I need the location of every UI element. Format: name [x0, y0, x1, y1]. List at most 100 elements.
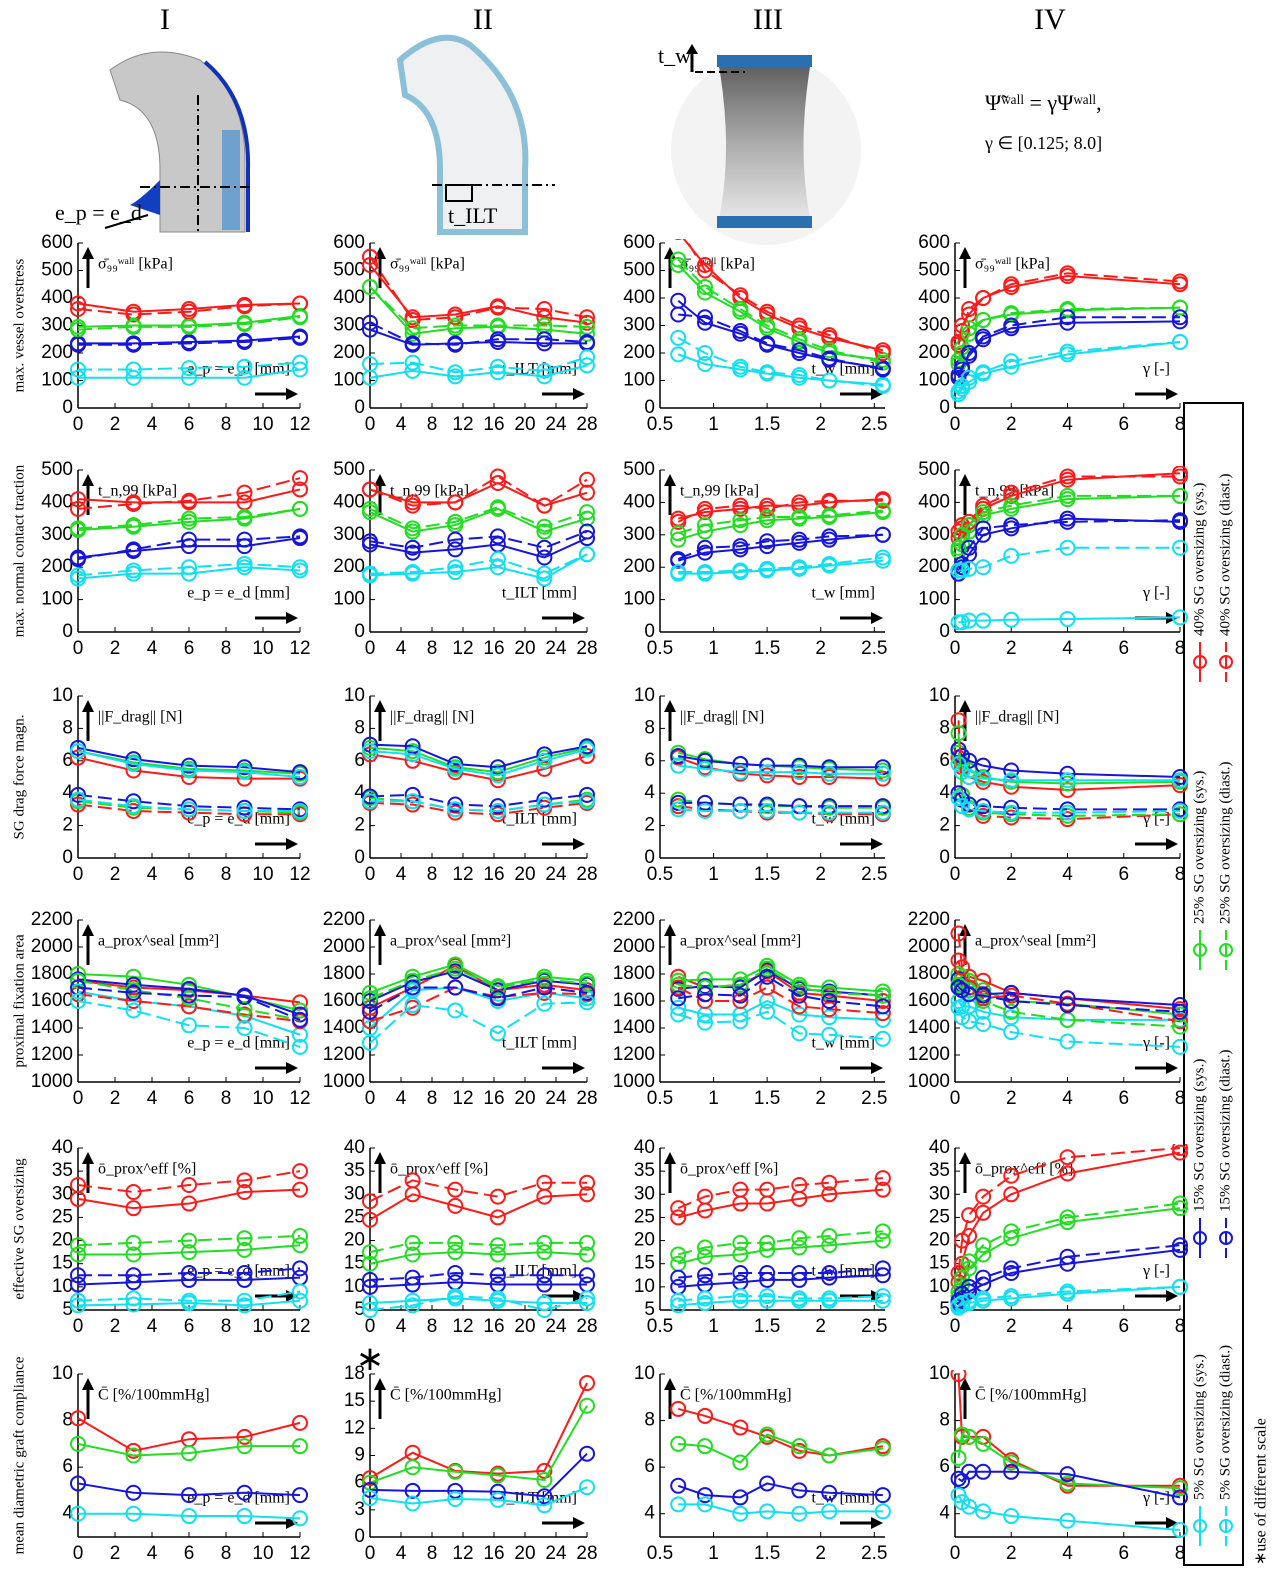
x-tick-label: 12: [289, 1316, 310, 1337]
x-label: γ [-]: [1142, 1035, 1170, 1052]
y-tick-label: 1000: [908, 1071, 950, 1092]
panel: 10001200140016001800200022000.511.522.5a…: [613, 909, 890, 1109]
x-tick-label: 0.5: [647, 414, 673, 435]
x-tick-label: 0: [365, 414, 376, 435]
x-tick-label: 6: [1118, 414, 1129, 435]
x-tick-label: 0: [73, 1316, 84, 1337]
panel: 4681002468C̄ [%/100mmHg]γ [-]: [929, 1363, 1187, 1564]
data: [671, 959, 890, 1046]
x-label: t_w [mm]: [811, 1035, 875, 1052]
x-tick-label: 28: [576, 414, 597, 435]
y-tick-label: 400: [333, 287, 365, 308]
x-tick-label: 0: [73, 1088, 84, 1109]
y-tick-label: 400: [41, 491, 73, 512]
x-tick-label: 2.5: [861, 1316, 887, 1337]
y-tick-label: 0: [354, 847, 365, 868]
x-tick-label: 0: [950, 638, 961, 659]
x-tick-label: 2: [815, 864, 826, 885]
x-tick-label: 4: [396, 1543, 407, 1564]
y-tick-label: 0: [62, 847, 73, 868]
y-label: ō_prox^eff [%]: [680, 1161, 778, 1178]
y-tick-label: 300: [623, 524, 655, 545]
arrow-head: [959, 1152, 971, 1164]
y-tick-label: 1400: [908, 1017, 950, 1038]
y-tick-label: 100: [41, 370, 73, 391]
y-tick-label: 500: [41, 260, 73, 281]
legend: 40% SG oversizing (sys.)40% SG oversizin…: [1191, 474, 1233, 1546]
x-tick-label: 2: [110, 638, 121, 659]
y-tick-label: 2200: [31, 909, 73, 930]
panel: 02468100.511.522.5||F_drag|| [N]t_w [mm]: [634, 685, 890, 885]
y-tick-label: 25: [344, 1206, 365, 1227]
y-tick-label: 1200: [323, 1044, 365, 1065]
x-label: γ [-]: [1142, 1263, 1170, 1280]
arrow-head: [286, 612, 298, 624]
y-tick-label: 1600: [323, 990, 365, 1011]
x-tick-label: 0.5: [647, 638, 673, 659]
x-tick-label: 6: [184, 864, 195, 885]
legend-entry: 40% SG oversizing (diast.): [1217, 474, 1233, 636]
x-tick-label: 8: [221, 1543, 232, 1564]
x-tick-label: 8: [221, 1088, 232, 1109]
y-tick-label: 1800: [908, 963, 950, 984]
data: [671, 492, 890, 581]
x-tick-label: 6: [1118, 1543, 1129, 1564]
arrow-head: [286, 838, 298, 850]
x-tick-label: 16: [483, 638, 504, 659]
y-label: C̄ [%/100mmHg]: [975, 1387, 1087, 1404]
y-tick-label: 15: [344, 1390, 365, 1411]
arrow-head: [871, 1062, 883, 1074]
y-tick-label: 15: [634, 1253, 655, 1274]
y-tick-label: 4: [644, 1503, 655, 1524]
y-tick-label: 40: [929, 1137, 950, 1158]
arrow-head: [664, 1378, 676, 1390]
arrow-head: [374, 1152, 386, 1164]
x-tick-label: 2: [1006, 414, 1017, 435]
y-tick-label: 1000: [323, 1071, 365, 1092]
x-tick-label: 12: [289, 414, 310, 435]
arrow-head: [82, 474, 94, 486]
y-label: ||F_drag|| [N]: [390, 709, 474, 726]
y-tick-label: 40: [634, 1137, 655, 1158]
y-tick-label: 500: [918, 459, 950, 480]
column-header: III: [753, 3, 783, 36]
x-tick-label: 2.5: [861, 1543, 887, 1564]
y-tick-label: 300: [918, 524, 950, 545]
y-tick-label: 0: [354, 621, 365, 642]
x-tick-label: 28: [576, 1316, 597, 1337]
data: [363, 738, 594, 822]
data-point: [537, 541, 551, 555]
x-tick-label: 8: [427, 864, 438, 885]
y-tick-label: 1400: [31, 1017, 73, 1038]
x-tick-label: 2: [815, 1088, 826, 1109]
y-tick-label: 400: [41, 287, 73, 308]
y-tick-label: 30: [929, 1183, 950, 1204]
y-tick-label: 200: [918, 556, 950, 577]
x-tick-label: 0: [950, 1543, 961, 1564]
y-tick-label: 8: [939, 1410, 950, 1431]
y-tick-label: 10: [344, 685, 365, 706]
x-tick-label: 4: [1062, 414, 1073, 435]
y-label: ||F_drag|| [N]: [98, 709, 182, 726]
y-tick-label: 200: [918, 342, 950, 363]
x-tick-label: 8: [1175, 638, 1186, 659]
series-line: [959, 961, 1180, 1010]
arrow-head: [871, 612, 883, 624]
y-tick-label: 300: [623, 315, 655, 336]
column-header: IV: [1034, 3, 1066, 36]
y-label: a_prox^seal [mm²]: [680, 933, 801, 950]
y-tick-label: 10: [929, 1363, 950, 1384]
row-title: max. normal contact traction: [11, 464, 27, 637]
x-tick-label: 16: [483, 1316, 504, 1337]
x-tick-label: 12: [452, 1316, 473, 1337]
y-tick-label: 9: [354, 1445, 365, 1466]
x-tick-label: 2: [1006, 1543, 1017, 1564]
y-tick-label: 35: [344, 1160, 365, 1181]
panel: 010020030040050002468t_n,99 [kPa]γ [-]: [918, 459, 1187, 659]
x-tick-label: 24: [545, 638, 567, 659]
x-tick-label: 10: [252, 1088, 273, 1109]
x-tick-label: 16: [483, 1088, 504, 1109]
x-tick-label: 6: [184, 1088, 195, 1109]
y-tick-label: 100: [918, 370, 950, 391]
series-line: [959, 1208, 1180, 1296]
